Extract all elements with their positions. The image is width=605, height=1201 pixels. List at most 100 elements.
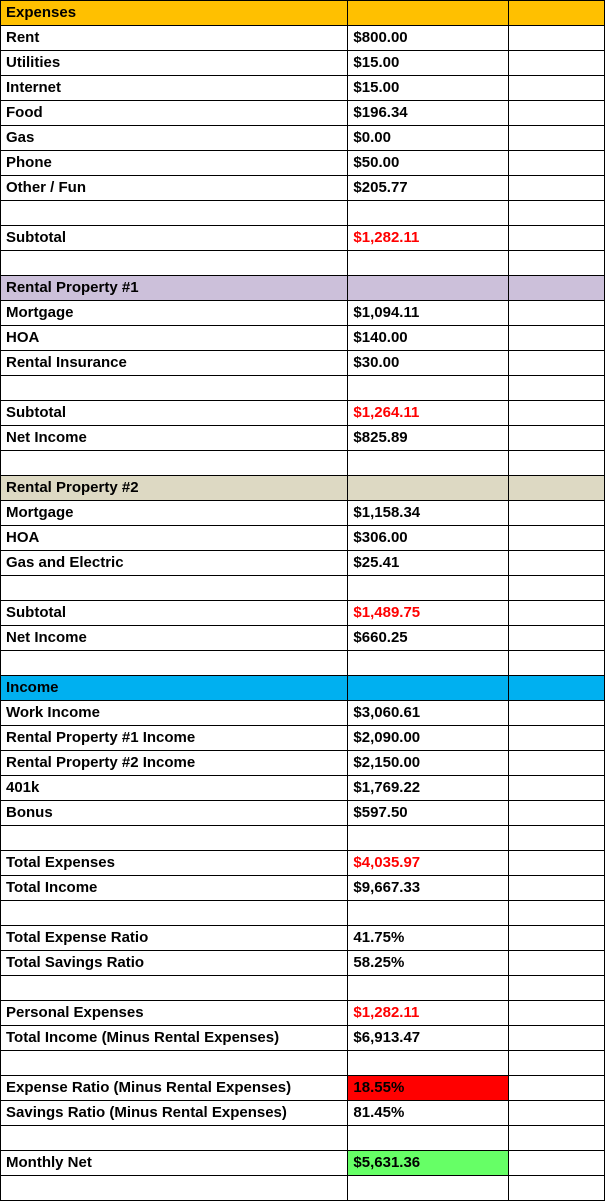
extra-cell[interactable] — [509, 326, 605, 351]
value-cell[interactable] — [348, 676, 510, 701]
extra-cell[interactable] — [509, 1, 605, 26]
value-cell[interactable]: $4,035.97 — [348, 851, 510, 876]
value-cell[interactable]: $1,094.11 — [348, 301, 510, 326]
value-cell[interactable]: $15.00 — [348, 51, 510, 76]
value-cell[interactable] — [348, 1, 510, 26]
extra-cell[interactable] — [509, 776, 605, 801]
value-cell[interactable]: 58.25% — [348, 951, 510, 976]
label-cell[interactable] — [1, 1176, 349, 1201]
label-cell[interactable]: Total Expense Ratio — [1, 926, 349, 951]
extra-cell[interactable] — [509, 76, 605, 101]
label-cell[interactable] — [1, 451, 349, 476]
value-cell[interactable]: $1,489.75 — [348, 601, 510, 626]
value-cell[interactable]: $1,282.11 — [348, 1001, 510, 1026]
label-cell[interactable] — [1, 201, 349, 226]
label-cell[interactable] — [1, 826, 349, 851]
label-cell[interactable]: Rental Property #2 Income — [1, 751, 349, 776]
label-cell[interactable]: Internet — [1, 76, 349, 101]
value-cell[interactable]: $6,913.47 — [348, 1026, 510, 1051]
value-cell[interactable]: 41.75% — [348, 926, 510, 951]
value-cell[interactable]: 81.45% — [348, 1101, 510, 1126]
label-cell[interactable]: HOA — [1, 526, 349, 551]
extra-cell[interactable] — [509, 401, 605, 426]
label-cell[interactable]: Total Savings Ratio — [1, 951, 349, 976]
extra-cell[interactable] — [509, 726, 605, 751]
label-cell[interactable]: Rental Property #1 Income — [1, 726, 349, 751]
extra-cell[interactable] — [509, 1001, 605, 1026]
value-cell[interactable] — [348, 276, 510, 301]
extra-cell[interactable] — [509, 676, 605, 701]
label-cell[interactable]: Gas — [1, 126, 349, 151]
extra-cell[interactable] — [509, 476, 605, 501]
label-cell[interactable] — [1, 376, 349, 401]
label-cell[interactable]: Personal Expenses — [1, 1001, 349, 1026]
value-cell[interactable] — [348, 251, 510, 276]
value-cell[interactable]: $140.00 — [348, 326, 510, 351]
extra-cell[interactable] — [509, 1076, 605, 1101]
value-cell[interactable]: $0.00 — [348, 126, 510, 151]
extra-cell[interactable] — [509, 26, 605, 51]
value-cell[interactable]: $9,667.33 — [348, 876, 510, 901]
extra-cell[interactable] — [509, 901, 605, 926]
value-cell[interactable]: $660.25 — [348, 626, 510, 651]
value-cell[interactable] — [348, 651, 510, 676]
label-cell[interactable] — [1, 1126, 349, 1151]
value-cell[interactable]: $1,158.34 — [348, 501, 510, 526]
extra-cell[interactable] — [509, 576, 605, 601]
label-cell[interactable]: Total Expenses — [1, 851, 349, 876]
value-cell[interactable] — [348, 451, 510, 476]
section-title-cell[interactable]: Rental Property #1 — [1, 276, 349, 301]
value-cell[interactable]: $25.41 — [348, 551, 510, 576]
value-cell[interactable]: $1,264.11 — [348, 401, 510, 426]
extra-cell[interactable] — [509, 826, 605, 851]
extra-cell[interactable] — [509, 926, 605, 951]
extra-cell[interactable] — [509, 526, 605, 551]
extra-cell[interactable] — [509, 426, 605, 451]
extra-cell[interactable] — [509, 1026, 605, 1051]
extra-cell[interactable] — [509, 751, 605, 776]
label-cell[interactable]: Monthly Net — [1, 1151, 349, 1176]
value-cell[interactable]: $825.89 — [348, 426, 510, 451]
value-cell[interactable] — [348, 1126, 510, 1151]
label-cell[interactable]: Net Income — [1, 426, 349, 451]
extra-cell[interactable] — [509, 876, 605, 901]
label-cell[interactable]: Total Income (Minus Rental Expenses) — [1, 1026, 349, 1051]
extra-cell[interactable] — [509, 951, 605, 976]
extra-cell[interactable] — [509, 1176, 605, 1201]
label-cell[interactable] — [1, 901, 349, 926]
value-cell[interactable]: $1,282.11 — [348, 226, 510, 251]
value-cell[interactable]: $30.00 — [348, 351, 510, 376]
label-cell[interactable]: Food — [1, 101, 349, 126]
extra-cell[interactable] — [509, 1051, 605, 1076]
section-title-cell[interactable]: Income — [1, 676, 349, 701]
value-cell[interactable]: $5,631.36 — [348, 1151, 510, 1176]
extra-cell[interactable] — [509, 201, 605, 226]
value-cell[interactable] — [348, 201, 510, 226]
value-cell[interactable]: 18.55% — [348, 1076, 510, 1101]
extra-cell[interactable] — [509, 501, 605, 526]
value-cell[interactable]: $15.00 — [348, 76, 510, 101]
label-cell[interactable]: Phone — [1, 151, 349, 176]
extra-cell[interactable] — [509, 1126, 605, 1151]
label-cell[interactable]: Rental Insurance — [1, 351, 349, 376]
value-cell[interactable]: $2,090.00 — [348, 726, 510, 751]
extra-cell[interactable] — [509, 976, 605, 1001]
label-cell[interactable] — [1, 1051, 349, 1076]
label-cell[interactable]: Other / Fun — [1, 176, 349, 201]
label-cell[interactable]: Subtotal — [1, 226, 349, 251]
extra-cell[interactable] — [509, 126, 605, 151]
extra-cell[interactable] — [509, 301, 605, 326]
extra-cell[interactable] — [509, 151, 605, 176]
extra-cell[interactable] — [509, 651, 605, 676]
label-cell[interactable]: Rent — [1, 26, 349, 51]
value-cell[interactable] — [348, 901, 510, 926]
label-cell[interactable]: HOA — [1, 326, 349, 351]
extra-cell[interactable] — [509, 451, 605, 476]
label-cell[interactable]: Expense Ratio (Minus Rental Expenses) — [1, 1076, 349, 1101]
label-cell[interactable]: Work Income — [1, 701, 349, 726]
value-cell[interactable] — [348, 1176, 510, 1201]
section-title-cell[interactable]: Expenses — [1, 1, 349, 26]
label-cell[interactable] — [1, 576, 349, 601]
value-cell[interactable] — [348, 976, 510, 1001]
value-cell[interactable]: $50.00 — [348, 151, 510, 176]
